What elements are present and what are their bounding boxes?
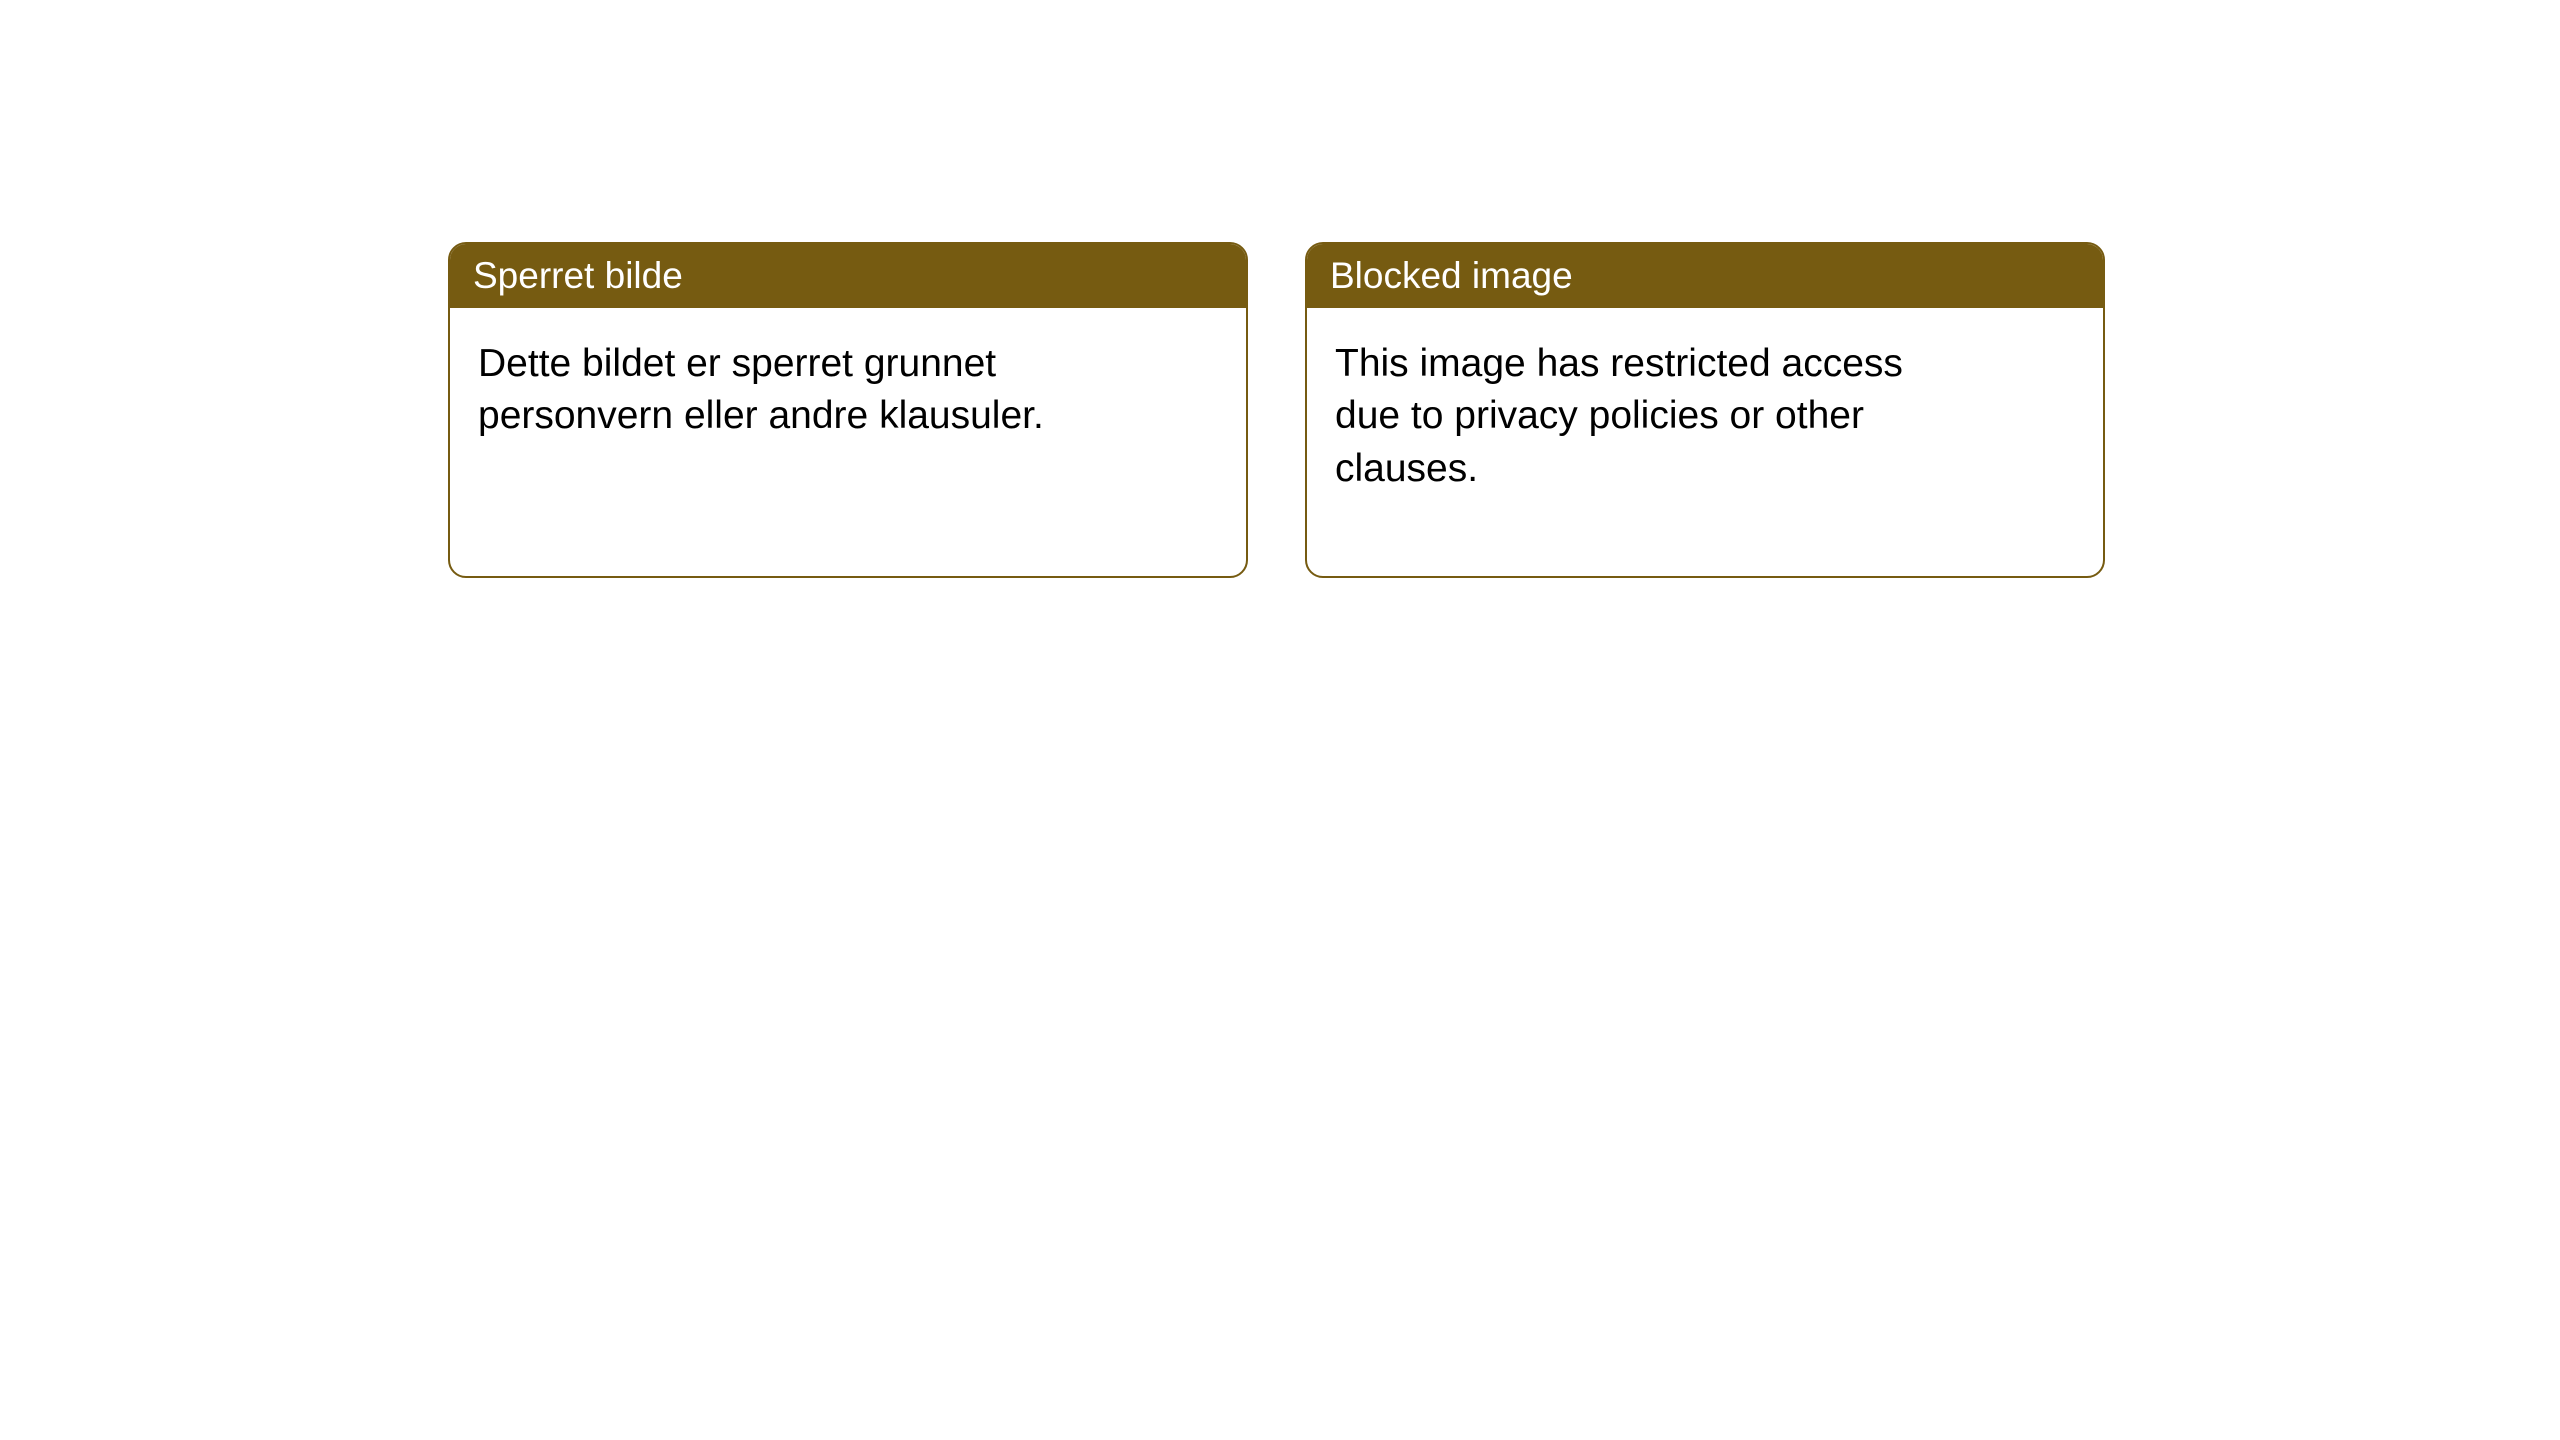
- notice-body-norwegian: Dette bildet er sperret grunnet personve…: [450, 308, 1110, 473]
- notice-body-english: This image has restricted access due to …: [1307, 308, 1967, 525]
- notice-title-norwegian: Sperret bilde: [450, 244, 1246, 308]
- notice-container: Sperret bilde Dette bildet er sperret gr…: [448, 242, 2105, 578]
- notice-card-norwegian: Sperret bilde Dette bildet er sperret gr…: [448, 242, 1248, 578]
- notice-title-english: Blocked image: [1307, 244, 2103, 308]
- notice-card-english: Blocked image This image has restricted …: [1305, 242, 2105, 578]
